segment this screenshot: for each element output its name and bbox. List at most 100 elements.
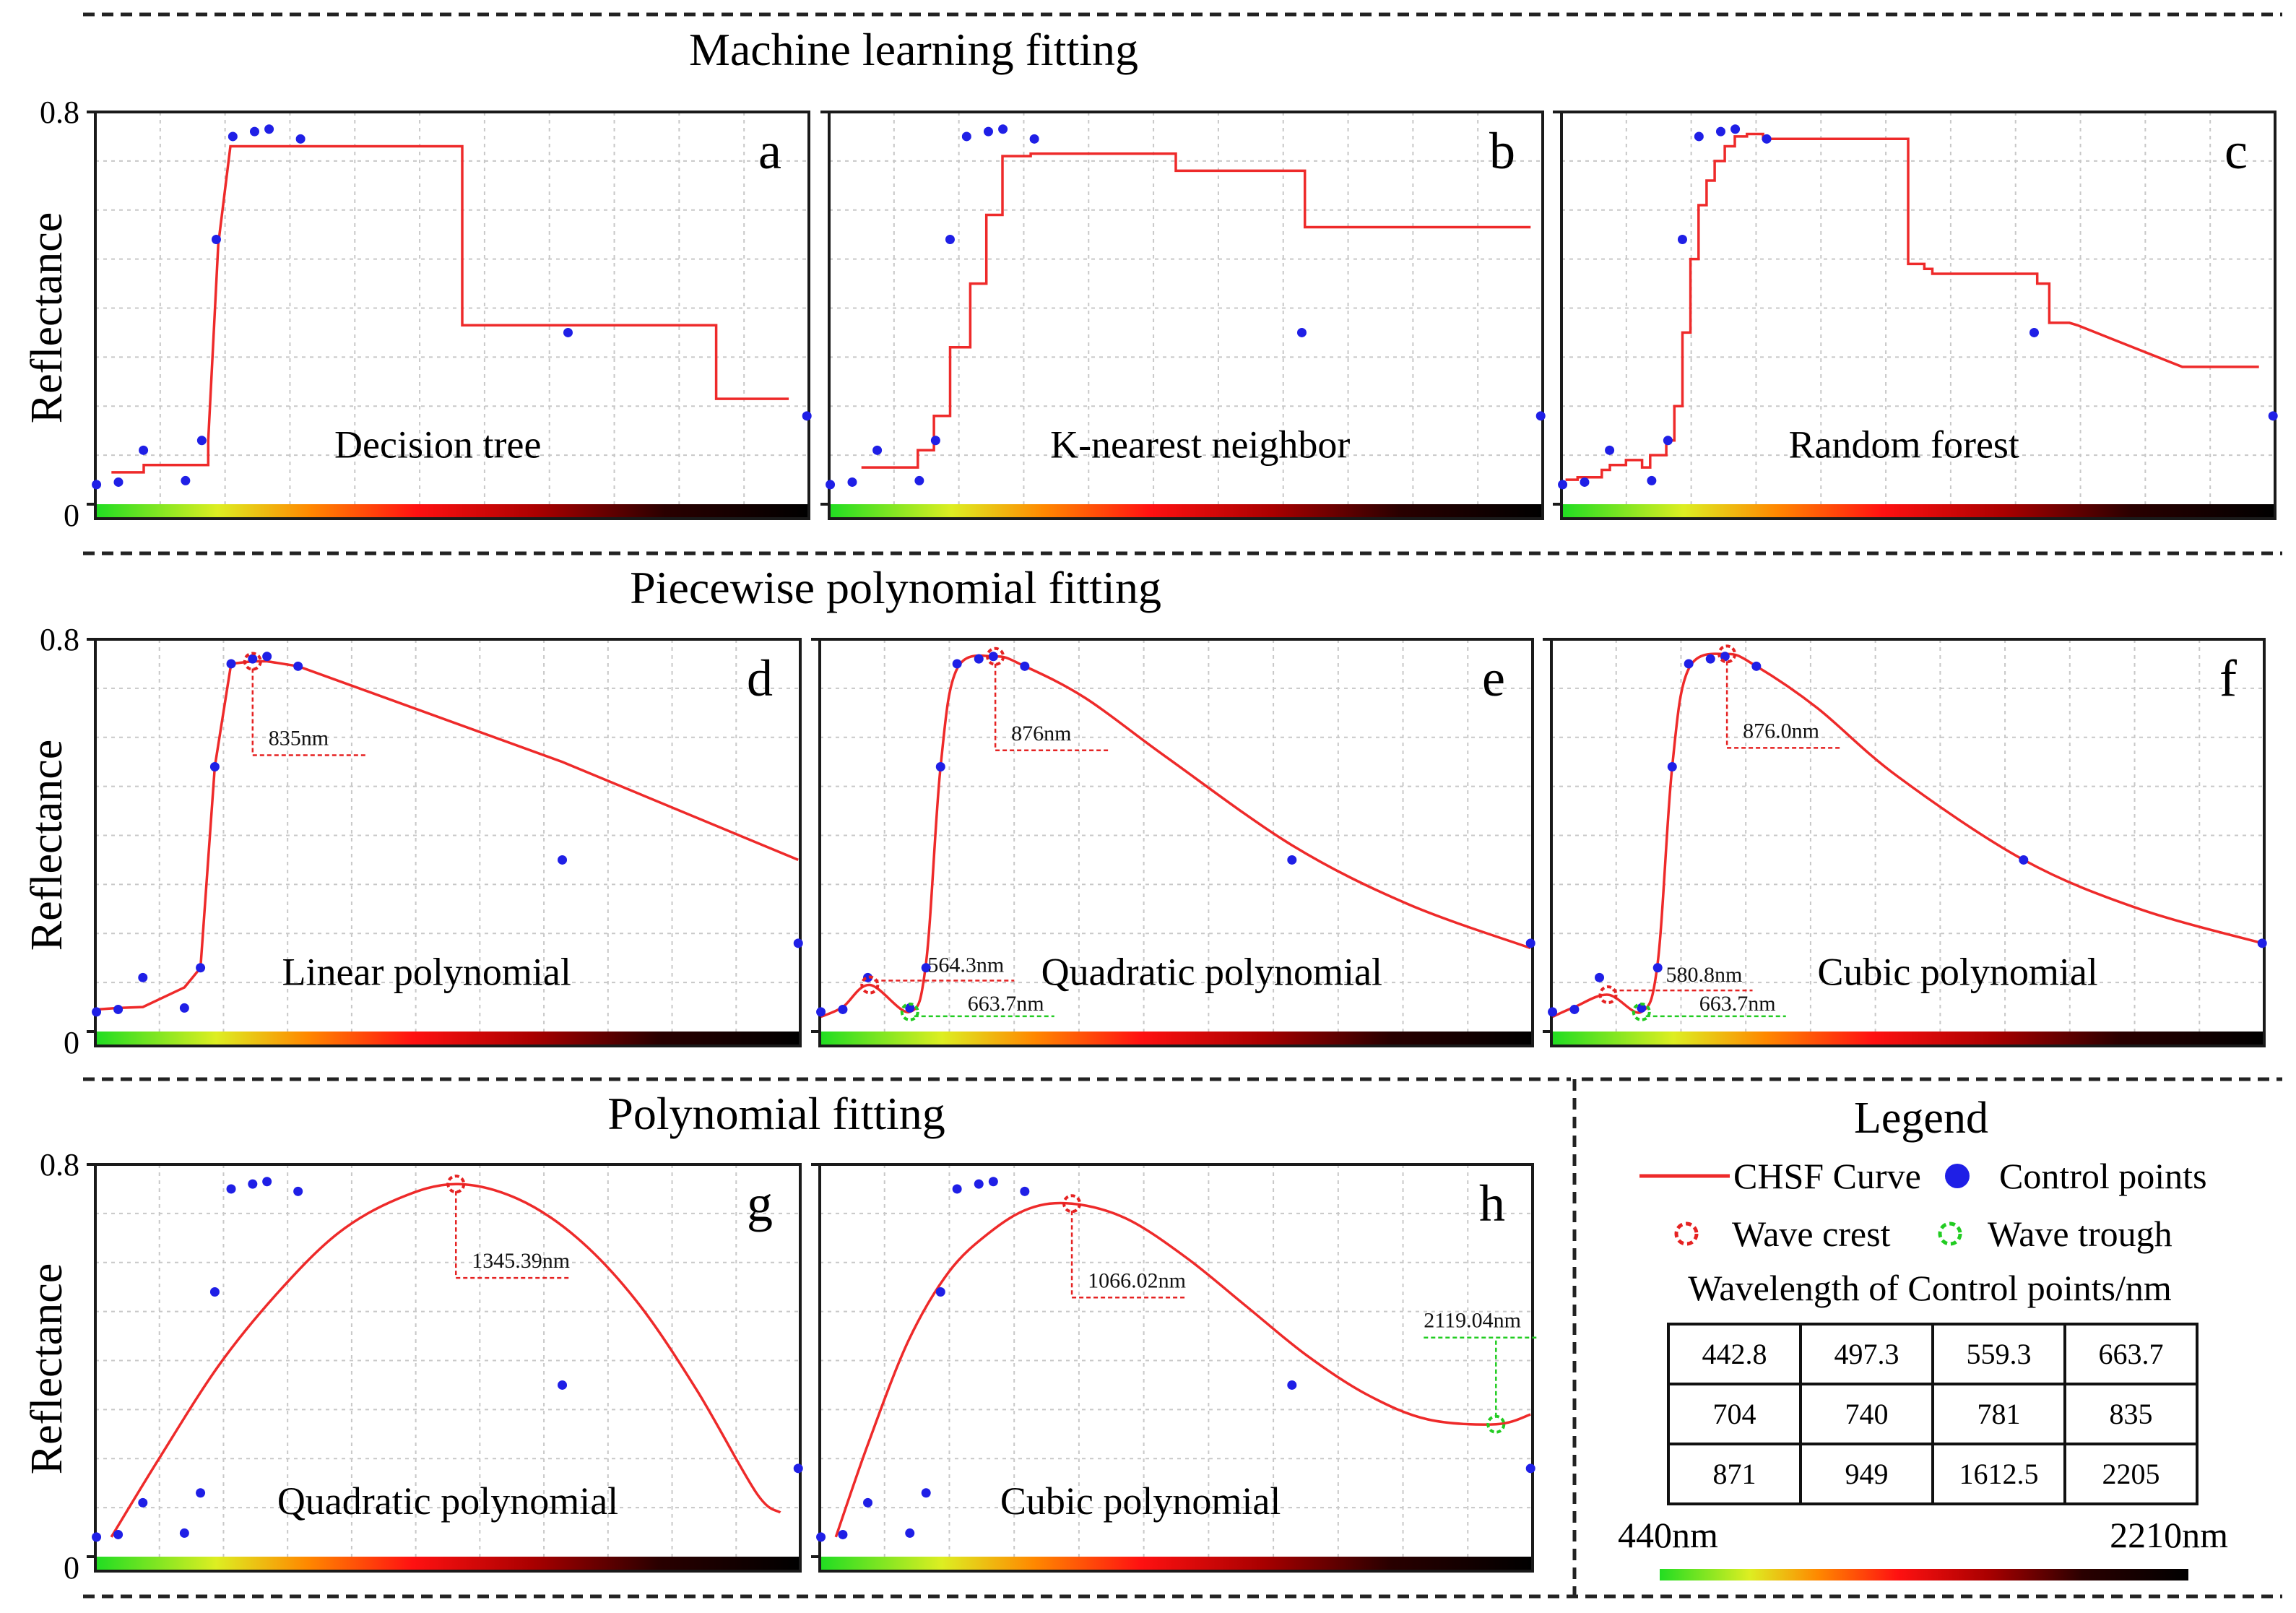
control-point xyxy=(1525,938,1535,948)
spectrum-bar xyxy=(1553,1032,2263,1045)
control-point xyxy=(921,963,931,973)
legend-crest-label: Wave crest xyxy=(1732,1214,1891,1254)
control-point xyxy=(226,1184,236,1194)
control-point xyxy=(816,1007,826,1017)
control-point xyxy=(563,327,573,337)
control-point xyxy=(196,436,207,446)
control-point xyxy=(935,1286,945,1297)
legend-trough-swatch xyxy=(1938,1221,1962,1246)
panel-f: 876.0nm 580.8nm 663.7nm f Cubic polynomial xyxy=(1543,638,2267,1047)
control-point xyxy=(914,475,924,485)
control-point xyxy=(974,1179,984,1189)
control-point xyxy=(1751,661,1762,671)
table-cell-value: 781 xyxy=(1977,1398,2021,1430)
wave-crest-marker xyxy=(243,652,262,671)
control-point xyxy=(1569,1004,1580,1014)
wave-trough-marker xyxy=(900,1002,919,1021)
panel-method-label: Cubic polynomial xyxy=(1817,951,2097,994)
control-point xyxy=(558,855,568,865)
control-point xyxy=(264,124,274,134)
chart-panels: a Decision tree b K-nearest neighbor c Random… xyxy=(87,111,2278,1573)
control-point xyxy=(1548,1007,1558,1017)
panel-letter: b xyxy=(1489,122,1515,180)
control-point xyxy=(1020,1186,1030,1196)
panel-frame xyxy=(94,638,802,1047)
spectrum-bar xyxy=(97,504,807,517)
control-point xyxy=(1684,659,1694,669)
control-point xyxy=(181,475,191,485)
panel-method-label: Quadratic polynomial xyxy=(277,1479,618,1523)
control-point xyxy=(293,661,303,671)
ylabel-row2: Reflectance xyxy=(22,740,72,951)
wave-trough-label: 2119.04nm xyxy=(1424,1309,1521,1333)
wave-crest-label: 580.8nm xyxy=(1666,963,1743,987)
control-point xyxy=(1605,445,1615,455)
panel-letter: e xyxy=(1482,649,1505,707)
section-title-poly: Polynomial fitting xyxy=(607,1088,945,1139)
table-cell-value: 740 xyxy=(1845,1398,1889,1430)
ytick-max-row3: 0.8 xyxy=(40,1147,79,1182)
spectrum-bar xyxy=(821,1032,1531,1045)
control-point xyxy=(793,1463,803,1474)
control-point xyxy=(1580,477,1590,487)
ytick-min-row1: 0 xyxy=(64,498,79,533)
control-point xyxy=(826,480,836,490)
control-point xyxy=(952,659,962,669)
spectrum-bar xyxy=(831,504,1541,517)
control-point xyxy=(998,124,1008,134)
section-title-ml: Machine learning fitting xyxy=(689,24,1138,75)
control-point xyxy=(248,654,258,664)
control-point xyxy=(248,1179,258,1189)
control-point xyxy=(847,477,857,487)
control-point xyxy=(1020,661,1030,671)
table-cell-value: 949 xyxy=(1845,1458,1889,1490)
legend-points-swatch xyxy=(1945,1164,1970,1188)
ylabel-row3: Reflectance xyxy=(22,1263,72,1475)
table-cell-value: 663.7 xyxy=(2099,1338,2164,1370)
control-point xyxy=(209,761,220,771)
control-point xyxy=(1730,124,1741,134)
table-cell-value: 2205 xyxy=(2102,1458,2160,1490)
wave-crest-label: 564.3nm xyxy=(927,953,1004,977)
control-point xyxy=(196,1488,206,1498)
legend-title: Legend xyxy=(1854,1094,1988,1143)
wave-crest-marker xyxy=(1717,644,1737,664)
control-point xyxy=(1647,475,1657,485)
control-point xyxy=(2268,411,2278,421)
panel-letter: a xyxy=(758,122,781,180)
control-point xyxy=(249,126,259,137)
ytick-max-row1: 0.8 xyxy=(40,95,79,130)
chsf-curve xyxy=(96,660,799,1011)
legend-curve-label: CHSF Curve xyxy=(1733,1156,1921,1196)
control-point xyxy=(1663,436,1673,446)
table-cell-value: 559.3 xyxy=(1967,1338,2032,1370)
control-point xyxy=(1287,855,1297,865)
control-point xyxy=(196,963,206,973)
control-point xyxy=(179,1003,189,1013)
section-title-piecewise: Piecewise polynomial fitting xyxy=(630,562,1161,613)
legend-points-label: Control points xyxy=(1999,1156,2207,1196)
panel-frame xyxy=(1550,638,2266,1047)
control-point xyxy=(872,445,883,455)
wave-crest-marker xyxy=(1598,985,1618,1005)
panel-method-label: K-nearest neighbor xyxy=(1050,423,1350,467)
panel-method-label: Random forest xyxy=(1789,423,2019,467)
panel-frame xyxy=(94,1163,802,1573)
control-point xyxy=(988,652,998,662)
wave-crest-marker xyxy=(986,647,1005,666)
panel-h: 1066.02nm 2119.04nm h Cubic polynomial xyxy=(811,1163,1538,1573)
chsf-curve xyxy=(110,1182,781,1538)
panel-letter: f xyxy=(2219,649,2237,707)
spectrum-bar xyxy=(97,1032,799,1045)
legend-trough-label: Wave trough xyxy=(1988,1214,2172,1254)
control-point xyxy=(262,1177,272,1187)
panel-method-label: Decision tree xyxy=(334,423,541,467)
panel-letter: c xyxy=(2224,122,2248,180)
wave-crest-label: 1066.02nm xyxy=(1088,1268,1186,1292)
control-point xyxy=(1720,652,1730,662)
control-point xyxy=(1595,972,1605,982)
panel-letter: g xyxy=(747,1175,773,1232)
control-point xyxy=(1287,1380,1297,1390)
control-point xyxy=(1652,963,1663,973)
control-point xyxy=(974,654,984,664)
